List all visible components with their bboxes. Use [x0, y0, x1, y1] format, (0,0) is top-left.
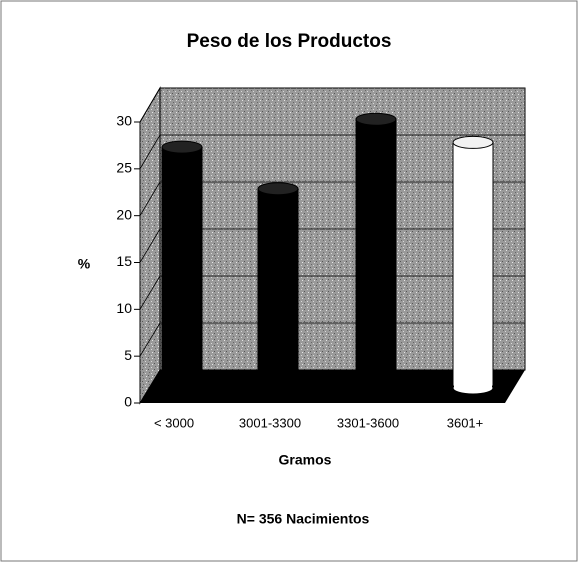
floor: [140, 370, 525, 403]
y-tick-label: 15: [116, 253, 132, 269]
grid-line: [139, 275, 161, 310]
y-tick-label: 20: [116, 206, 132, 222]
bar-top: [257, 182, 299, 196]
bar-body: [357, 119, 395, 389]
bar-top: [355, 112, 397, 126]
y-tick-label: 30: [116, 113, 132, 129]
bar-body: [259, 188, 297, 388]
grid-line: [139, 181, 161, 216]
chart-title: Peso de los Productos: [187, 31, 392, 52]
y-tick-label: 10: [116, 300, 132, 316]
bar-body: [163, 147, 201, 388]
x-tick-label: < 3000: [154, 415, 194, 430]
grid-line: [139, 322, 161, 357]
bar-top: [161, 140, 203, 154]
grid-line: [139, 134, 161, 170]
bar-top: [452, 135, 494, 149]
note: N= 356 Nacimientos: [237, 511, 370, 527]
x-tick-label: 3301-3600: [337, 415, 399, 430]
x-tick-label: 3001-3300: [239, 415, 301, 430]
grid-line: [139, 87, 161, 123]
y-tick-label: 25: [116, 160, 132, 176]
x-tick-label: 3601+: [447, 415, 484, 430]
x-axis-label: Gramos: [279, 452, 332, 468]
bar-body: [454, 142, 492, 388]
y-tick-label: 0: [124, 394, 132, 410]
y-axis-label: %: [78, 256, 91, 272]
grid-line: [139, 228, 161, 263]
y-tick-label: 5: [124, 347, 132, 363]
